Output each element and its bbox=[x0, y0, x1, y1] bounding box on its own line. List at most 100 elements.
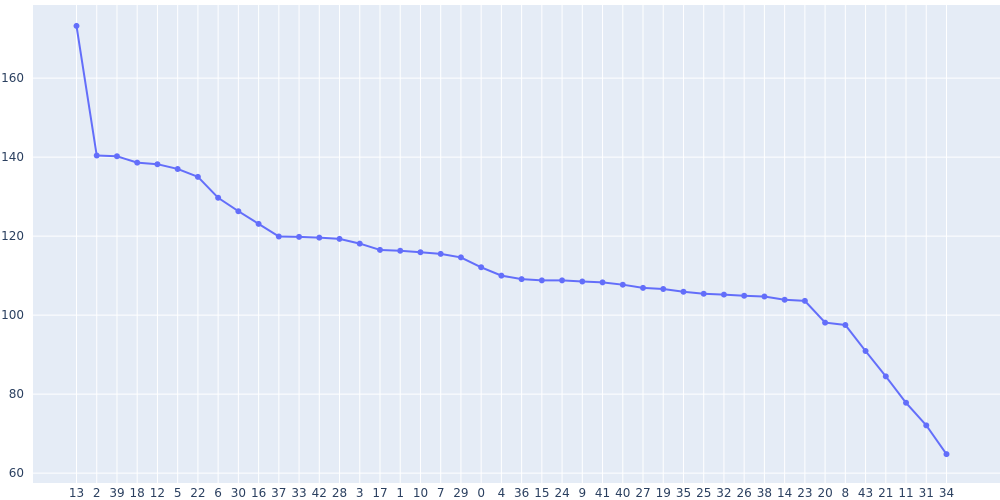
data-point[interactable] bbox=[255, 220, 262, 227]
x-tick-label: 27 bbox=[635, 486, 650, 500]
x-tick-label: 17 bbox=[372, 486, 387, 500]
data-point[interactable] bbox=[781, 296, 788, 303]
x-tick-label: 37 bbox=[271, 486, 286, 500]
data-point[interactable] bbox=[397, 247, 404, 254]
data-point[interactable] bbox=[801, 297, 808, 304]
data-point[interactable] bbox=[882, 373, 889, 380]
x-tick-label: 12 bbox=[150, 486, 165, 500]
x-tick-label: 2 bbox=[93, 486, 101, 500]
x-tick-label: 8 bbox=[842, 486, 850, 500]
data-point[interactable] bbox=[943, 451, 950, 458]
x-tick-label: 9 bbox=[578, 486, 586, 500]
data-point[interactable] bbox=[599, 279, 606, 286]
data-point[interactable] bbox=[73, 22, 80, 29]
data-point[interactable] bbox=[700, 290, 707, 297]
x-tick-label: 10 bbox=[413, 486, 428, 500]
x-tick-label: 42 bbox=[312, 486, 327, 500]
data-point[interactable] bbox=[862, 348, 869, 355]
data-point[interactable] bbox=[417, 249, 424, 256]
x-tick-label: 14 bbox=[777, 486, 792, 500]
x-tick-label: 21 bbox=[878, 486, 893, 500]
data-point[interactable] bbox=[235, 208, 242, 215]
x-tick-label: 40 bbox=[615, 486, 630, 500]
data-point[interactable] bbox=[316, 234, 323, 241]
data-point[interactable] bbox=[336, 235, 343, 242]
data-point[interactable] bbox=[538, 277, 545, 284]
y-tick-label: 140 bbox=[1, 150, 24, 164]
data-point[interactable] bbox=[437, 250, 444, 257]
plot-area bbox=[33, 5, 1000, 483]
x-tick-label: 23 bbox=[797, 486, 812, 500]
data-point[interactable] bbox=[174, 165, 181, 172]
x-tick-label: 18 bbox=[130, 486, 145, 500]
data-point[interactable] bbox=[93, 152, 100, 159]
x-tick-label: 25 bbox=[696, 486, 711, 500]
x-tick-label: 0 bbox=[477, 486, 485, 500]
data-point[interactable] bbox=[660, 286, 667, 293]
data-point[interactable] bbox=[640, 284, 647, 291]
x-tick-label: 6 bbox=[214, 486, 222, 500]
data-point[interactable] bbox=[275, 233, 282, 240]
x-tick-label: 3 bbox=[356, 486, 364, 500]
data-point[interactable] bbox=[478, 264, 485, 271]
data-point[interactable] bbox=[842, 321, 849, 328]
data-point[interactable] bbox=[903, 399, 910, 406]
x-tick-label: 28 bbox=[332, 486, 347, 500]
data-point[interactable] bbox=[457, 254, 464, 261]
x-tick-label: 32 bbox=[716, 486, 731, 500]
x-tick-label: 26 bbox=[737, 486, 752, 500]
x-tick-label: 39 bbox=[109, 486, 124, 500]
x-tick-label: 13 bbox=[69, 486, 84, 500]
data-point[interactable] bbox=[356, 240, 363, 247]
x-tick-label: 5 bbox=[174, 486, 182, 500]
data-point[interactable] bbox=[518, 276, 525, 283]
data-point[interactable] bbox=[296, 233, 303, 240]
data-point[interactable] bbox=[154, 161, 161, 168]
x-tick-label: 30 bbox=[231, 486, 246, 500]
x-tick-label: 16 bbox=[251, 486, 266, 500]
y-tick-label: 120 bbox=[1, 229, 24, 243]
series-line bbox=[75, 25, 948, 455]
data-point[interactable] bbox=[761, 293, 768, 300]
data-point[interactable] bbox=[680, 288, 687, 295]
x-tick-label: 29 bbox=[453, 486, 468, 500]
data-point[interactable] bbox=[376, 246, 383, 253]
x-tick-label: 35 bbox=[676, 486, 691, 500]
data-point[interactable] bbox=[579, 278, 586, 285]
x-gridlines bbox=[76, 5, 947, 483]
y-tick-labels: 60 80 100 120 140 160 bbox=[1, 71, 24, 480]
x-tick-label: 15 bbox=[534, 486, 549, 500]
y-tick-label: 80 bbox=[9, 387, 24, 401]
x-tick-label: 24 bbox=[554, 486, 569, 500]
x-tick-label: 36 bbox=[514, 486, 529, 500]
x-tick-label: 20 bbox=[817, 486, 832, 500]
x-tick-label: 43 bbox=[858, 486, 873, 500]
x-tick-label: 22 bbox=[190, 486, 205, 500]
data-point[interactable] bbox=[741, 292, 748, 299]
data-point[interactable] bbox=[498, 272, 505, 279]
x-tick-label: 41 bbox=[595, 486, 610, 500]
y-tick-label: 60 bbox=[9, 466, 24, 480]
x-tick-label: 1 bbox=[396, 486, 404, 500]
x-tick-label: 34 bbox=[939, 486, 954, 500]
x-tick-label: 11 bbox=[898, 486, 913, 500]
data-point[interactable] bbox=[822, 319, 829, 326]
x-tick-label: 4 bbox=[498, 486, 506, 500]
x-tick-label: 38 bbox=[757, 486, 772, 500]
data-point[interactable] bbox=[720, 291, 727, 298]
x-tick-label: 19 bbox=[656, 486, 671, 500]
data-point[interactable] bbox=[923, 422, 930, 429]
y-tick-label: 100 bbox=[1, 308, 24, 322]
data-point[interactable] bbox=[194, 173, 201, 180]
y-tick-label: 160 bbox=[1, 71, 24, 85]
data-point[interactable] bbox=[113, 153, 120, 160]
data-point[interactable] bbox=[215, 194, 222, 201]
x-tick-labels: 13 2 39 18 12 5 22 6 30 16 37 33 42 28 3 17 1 10 7 29 0 4 36 15… bbox=[69, 486, 954, 500]
x-tick-label: 33 bbox=[291, 486, 306, 500]
data-point[interactable] bbox=[559, 277, 566, 284]
x-tick-label: 31 bbox=[919, 486, 934, 500]
series-markers bbox=[73, 22, 950, 458]
data-point[interactable] bbox=[619, 281, 626, 288]
data-point[interactable] bbox=[134, 159, 141, 166]
